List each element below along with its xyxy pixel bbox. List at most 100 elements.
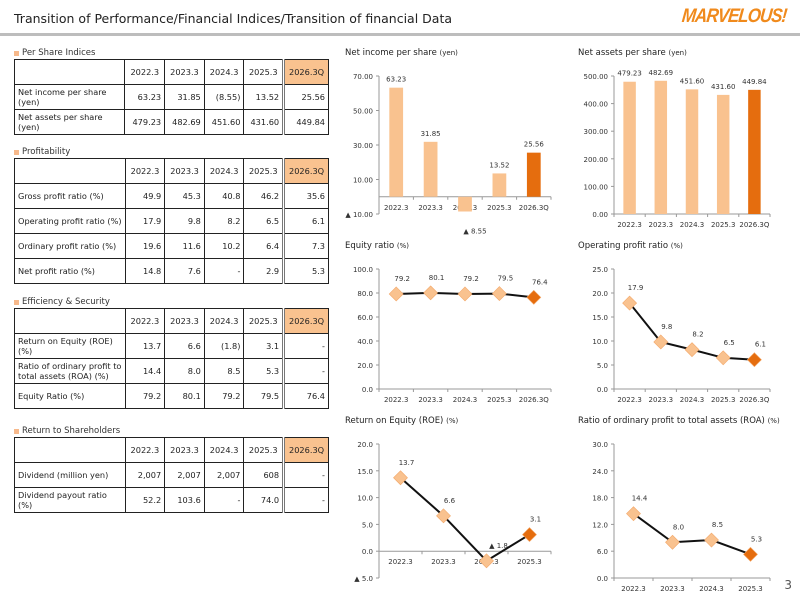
- x-tick-label: 2022.3: [617, 396, 642, 404]
- chart-net-income-per-share: Net income per share (yen) ▲ 10.00 10.00 30…: [345, 48, 575, 238]
- y-tick-label: ▲ 5.0: [354, 575, 373, 583]
- column-header: 2023.3: [164, 59, 205, 85]
- profitability-section: Profitability 2022.3 2023.3 2024.3 2025.3 202…: [14, 146, 329, 284]
- data-point: [653, 334, 669, 350]
- square-bullet-icon: [14, 149, 19, 155]
- table-cell: 79.2: [124, 383, 166, 409]
- x-tick-label: 2025.3: [517, 558, 542, 566]
- column-header: 2024.3: [203, 158, 245, 184]
- column-header: 2026.3Q: [282, 308, 329, 334]
- chart-title: Return on Equity (ROE) (%): [345, 416, 458, 426]
- data-label: 6.5: [724, 339, 735, 347]
- data-point: [479, 553, 494, 569]
- chart-title: Equity ratio (%): [345, 241, 409, 251]
- bar: [492, 173, 507, 197]
- bar: [623, 81, 636, 215]
- table-row: Net profit ratio (%) 14.8 7.6-2.9 5.3: [14, 258, 329, 284]
- table-row: Gross profit ratio (%) 49.9 45.3 40.8 46.2 35…: [14, 183, 329, 209]
- chart-title-text: Return on Equity (ROE): [345, 416, 444, 426]
- table-cell: 8.2: [203, 208, 245, 234]
- table-cell: 5.3: [282, 258, 329, 284]
- table-cell: 7.3: [282, 233, 329, 259]
- table-cell: -: [282, 358, 329, 384]
- y-tick-label: 10.0: [592, 338, 608, 346]
- y-tick-label: 15.0: [592, 314, 608, 322]
- data-point: [423, 285, 439, 301]
- section-title: Per Share Indices: [22, 48, 96, 58]
- y-tick-label: 6.0: [597, 548, 608, 556]
- y-tick-label: 5.0: [597, 362, 608, 370]
- data-point: [491, 286, 507, 302]
- data-point: [746, 352, 762, 368]
- chart-title-text: Operating profit ratio: [578, 241, 669, 251]
- data-point: [622, 295, 638, 311]
- data-label: 5.3: [751, 535, 762, 543]
- page-title: Transition of Performance/Financial Indi…: [14, 11, 453, 26]
- x-tick-label: 2022.3: [621, 585, 646, 593]
- y-tick-label: 500.00: [584, 73, 609, 81]
- y-tick-label: 24.0: [592, 468, 608, 476]
- bar: [423, 141, 438, 197]
- table-row: Ratio of ordinary profit to total assets…: [14, 358, 329, 384]
- data-label: 3.1: [530, 516, 541, 524]
- bar: [458, 196, 472, 212]
- y-tick-label: 20.0: [357, 441, 373, 449]
- table-cell: 9.8: [164, 208, 205, 234]
- chart-unit: (%): [396, 242, 410, 250]
- y-tick-label: 30.00: [353, 142, 373, 150]
- bar: [748, 89, 761, 214]
- table-cell: 479.23: [124, 109, 166, 135]
- table-row: Dividend payout ratio (%) 52.2 103.6-74.0-: [14, 487, 329, 513]
- x-tick-label: 2026.3Q: [739, 221, 769, 229]
- y-tick-label: 70.00: [353, 73, 373, 81]
- data-label: 25.56: [524, 141, 545, 149]
- bar: [685, 89, 699, 214]
- x-tick-label: 2024.3: [453, 396, 478, 404]
- chart-title: Net assets per share (yen): [578, 48, 687, 58]
- x-tick-label: 2023.3: [418, 396, 443, 404]
- table-cell: 451.60: [203, 109, 245, 135]
- table-cell: -: [203, 258, 245, 284]
- data-point: [626, 506, 641, 522]
- data-label: 431.60: [711, 83, 736, 91]
- y-tick-label: 15.0: [357, 468, 373, 476]
- x-tick-label: 2026.3Q: [519, 204, 549, 212]
- table-cell: 2.9: [243, 258, 285, 284]
- table-cell: -: [282, 462, 329, 488]
- y-tick-label: 20.0: [592, 290, 608, 298]
- data-label: 449.84: [742, 78, 767, 86]
- table-header-row: 2022.3 2023.3 2024.3 2025.3 2026.3Q: [13, 59, 329, 85]
- table-row: Net assets per share (yen) 479.23 482.69 45…: [13, 109, 329, 135]
- row-label: Return on Equity (ROE) (%): [14, 333, 126, 359]
- bar: [526, 152, 541, 197]
- table-header-row: 2022.3 2023.3 2024.3 2025.3 2026.3Q: [14, 308, 329, 334]
- section-label: Efficiency & Security: [14, 296, 329, 308]
- table-row: Operating profit ratio (%) 17.9 9.8 8.2 6.5 6…: [14, 208, 329, 234]
- section-title: Profitability: [22, 147, 71, 157]
- data-point: [704, 532, 719, 548]
- table-cell: -: [203, 487, 245, 513]
- chart-title-text: Net income per share: [345, 48, 437, 58]
- table-cell: 6.1: [282, 208, 329, 234]
- column-header: 2025.3: [243, 437, 285, 463]
- data-label: ▲ 8.55: [463, 227, 486, 235]
- data-point: [457, 286, 473, 302]
- column-header: 2022.3: [124, 437, 166, 463]
- y-tick-label: 400.00: [584, 101, 609, 109]
- table-cell: 80.1: [164, 383, 205, 409]
- y-tick-label: 50.00: [353, 108, 373, 116]
- table-cell: 7.6: [164, 258, 205, 284]
- x-tick-label: 2026.3Q: [519, 396, 549, 404]
- y-tick-label: 0.0: [362, 548, 373, 556]
- x-tick-label: 2023.3: [418, 204, 443, 212]
- table-cell: 63.23: [124, 84, 166, 110]
- chart-unit: (yen): [439, 49, 458, 57]
- table-cell: 449.84: [282, 109, 329, 135]
- column-header: 2024.3: [203, 308, 245, 334]
- column-header: 2022.3: [124, 158, 166, 184]
- column-header: 2024.3: [203, 59, 245, 85]
- data-label: 8.5: [712, 521, 723, 529]
- x-tick-label: 2022.3: [617, 221, 642, 229]
- data-label: 6.1: [755, 341, 766, 349]
- x-tick-label: 2022.3: [384, 204, 409, 212]
